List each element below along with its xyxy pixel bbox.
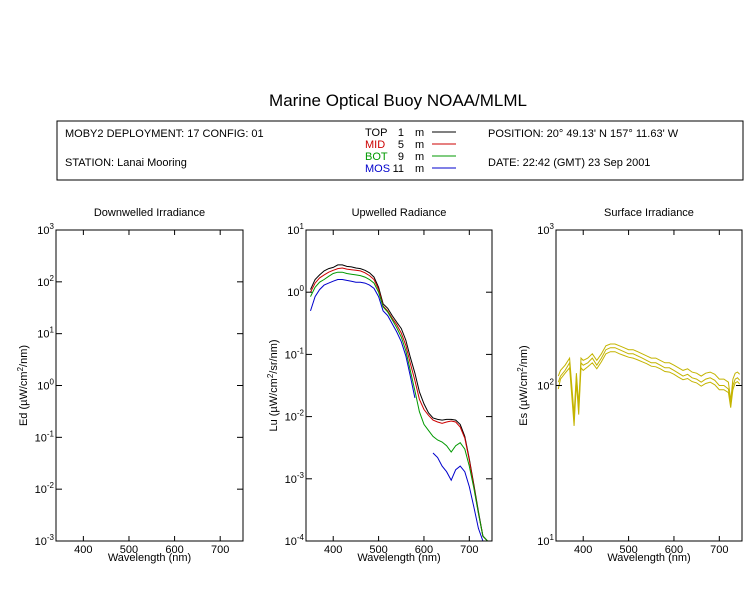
y-tick-label: 10-2 bbox=[35, 481, 55, 496]
y-axis-label: Ed (µW/cm2/nm) bbox=[16, 345, 30, 426]
panel-3: Surface Irradiance 400 500 600 700 103 102 101 W… bbox=[516, 207, 743, 564]
panel-title: Upwelled Radiance bbox=[352, 207, 447, 219]
y-tick-label: 103 bbox=[37, 222, 54, 237]
x-axis-label: Wavelength (nm) bbox=[607, 552, 690, 564]
series-line-mid bbox=[310, 267, 490, 541]
x-tick-label: 400 bbox=[74, 544, 92, 556]
series-line-2 bbox=[557, 351, 741, 426]
y-tick-label: 101 bbox=[287, 222, 304, 237]
legend-unit: m bbox=[415, 127, 424, 139]
legend-depth: 11 bbox=[393, 163, 404, 175]
legend-depth: 5 bbox=[398, 139, 404, 151]
y-tick-label: 10-4 bbox=[285, 533, 305, 548]
y-tick-label: 102 bbox=[537, 378, 554, 393]
series-line-mos bbox=[432, 452, 490, 541]
series-line-mos bbox=[310, 279, 416, 399]
legend-depth: 1 bbox=[398, 127, 404, 139]
x-tick-label: 600 bbox=[415, 544, 433, 556]
x-tick-label: 700 bbox=[211, 544, 229, 556]
y-axis-label: Es (µW/cm2/nm) bbox=[516, 345, 530, 425]
panel-2: Upwelled Radiance 400 500 600 700 101 100 10-1 1… bbox=[266, 207, 493, 564]
panel-title: Surface Irradiance bbox=[604, 207, 694, 219]
y-tick-label: 10-1 bbox=[35, 429, 55, 444]
deployment-text: MOBY2 DEPLOYMENT: 17 CONFIG: 01 bbox=[65, 128, 264, 140]
y-tick-label: 101 bbox=[37, 326, 54, 341]
y-tick-label: 100 bbox=[287, 284, 304, 299]
x-tick-label: 500 bbox=[619, 544, 637, 556]
legend-name: BOT bbox=[365, 151, 388, 163]
plot-frame bbox=[55, 229, 244, 542]
y-tick-label: 100 bbox=[37, 378, 54, 393]
panel-title: Downwelled Irradiance bbox=[94, 207, 205, 219]
x-tick-label: 400 bbox=[574, 544, 592, 556]
y-axis-label: Lu (µW/cm2/sr/nm) bbox=[266, 339, 280, 431]
y-tick-label: 10-3 bbox=[285, 471, 305, 486]
legend-depth: 9 bbox=[398, 151, 404, 163]
y-tick-label: 10-2 bbox=[285, 409, 305, 424]
x-tick-label: 600 bbox=[665, 544, 683, 556]
series-line-bot bbox=[310, 271, 490, 541]
series-line-1 bbox=[557, 343, 741, 415]
x-axis-label: Wavelength (nm) bbox=[108, 552, 191, 564]
legend-name: MOS bbox=[365, 163, 390, 175]
legend-name: MID bbox=[365, 139, 385, 151]
x-tick-label: 700 bbox=[710, 544, 728, 556]
y-tick-label: 102 bbox=[37, 274, 54, 289]
panel-1: Downwelled Irradiance 400 500 600 700 103 102 1… bbox=[16, 207, 244, 564]
x-tick-label: 600 bbox=[165, 544, 183, 556]
date-text: DATE: 22:42 (GMT) 23 Sep 2001 bbox=[488, 157, 650, 169]
x-tick-label: 500 bbox=[120, 544, 138, 556]
plot-frame bbox=[305, 229, 493, 542]
chart-panels: Downwelled Irradiance 400 500 600 700 103 102 1… bbox=[16, 207, 743, 564]
header-box: MOBY2 DEPLOYMENT: 17 CONFIG: 01 STATION:… bbox=[56, 120, 744, 181]
x-tick-label: 500 bbox=[369, 544, 387, 556]
plot-frame bbox=[555, 229, 743, 542]
series-line-0 bbox=[557, 347, 741, 421]
series-line-top bbox=[310, 264, 490, 541]
x-tick-label: 400 bbox=[324, 544, 342, 556]
legend-unit: m bbox=[415, 163, 424, 175]
position-text: POSITION: 20° 49.13' N 157° 11.63' W bbox=[488, 128, 679, 140]
y-tick-label: 103 bbox=[537, 222, 554, 237]
y-tick-label: 10-1 bbox=[285, 346, 305, 361]
legend-unit: m bbox=[415, 151, 424, 163]
y-tick-label: 101 bbox=[537, 533, 554, 548]
legend-name: TOP bbox=[365, 127, 387, 139]
x-tick-label: 700 bbox=[460, 544, 478, 556]
station-text: STATION: Lanai Mooring bbox=[65, 157, 187, 169]
series-group bbox=[310, 264, 490, 541]
x-axis-label: Wavelength (nm) bbox=[357, 552, 440, 564]
figure-title: Marine Optical Buoy NOAA/MLML bbox=[269, 91, 527, 110]
series-group bbox=[557, 343, 741, 426]
legend-unit: m bbox=[415, 139, 424, 151]
y-tick-label: 10-3 bbox=[35, 533, 55, 548]
